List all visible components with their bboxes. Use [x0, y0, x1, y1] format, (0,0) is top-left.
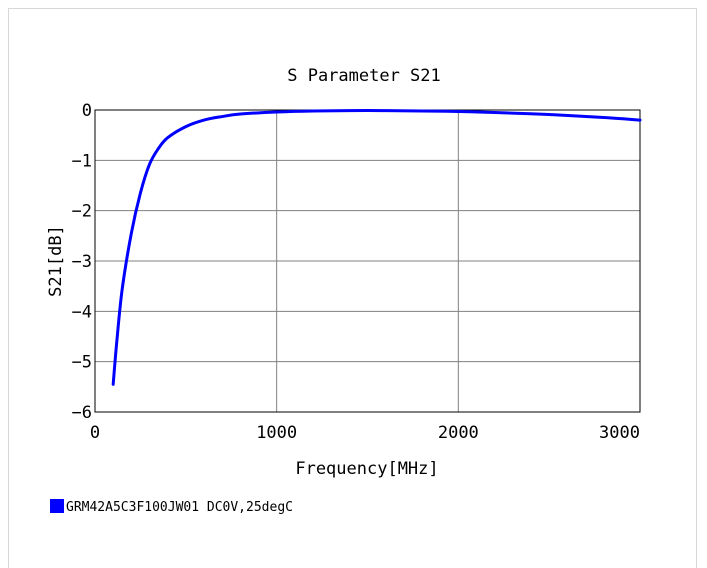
- x-tick-label: 1000: [256, 423, 297, 443]
- x-axis-label: Frequency[MHz]: [295, 459, 438, 479]
- y-tick-label: 0: [82, 101, 92, 121]
- legend-label: GRM42A5C3F100JW01 DC0V,25degC: [66, 500, 293, 515]
- s21-chart: S Parameter S21 0 −1 −2 −3 −4 −5 −6 0 1000 2000 3…: [46, 66, 642, 515]
- y-axis-label: S21[dB]: [46, 225, 66, 297]
- legend-swatch: [50, 499, 64, 513]
- y-tick-label: −5: [72, 353, 92, 373]
- x-axis-ticks: 0 1000 2000 3000: [90, 423, 640, 443]
- y-tick-label: −1: [72, 151, 92, 171]
- y-tick-label: −4: [72, 302, 92, 322]
- y-axis-ticks: 0 −1 −2 −3 −4 −5 −6: [72, 101, 92, 423]
- y-tick-label: −2: [72, 202, 92, 222]
- chart-title: S Parameter S21: [287, 66, 441, 86]
- y-tick-label: −6: [72, 403, 92, 423]
- x-tick-label: 3000: [599, 423, 640, 443]
- legend: GRM42A5C3F100JW01 DC0V,25degC: [50, 499, 293, 515]
- series-line-s21: [111, 109, 642, 386]
- x-tick-label: 0: [90, 423, 100, 443]
- y-tick-label: −3: [72, 252, 92, 272]
- x-tick-label: 2000: [438, 423, 479, 443]
- chart-panel: S Parameter S21 0 −1 −2 −3 −4 −5 −6 0 1000 2000 3…: [8, 8, 697, 568]
- grid-lines: [95, 110, 640, 412]
